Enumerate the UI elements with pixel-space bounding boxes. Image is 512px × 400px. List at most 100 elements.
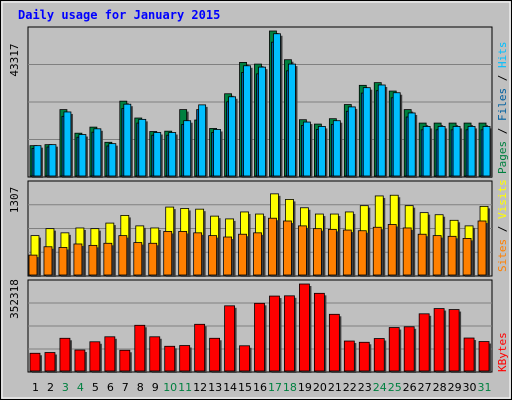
x-tick-label: 26: [403, 381, 417, 394]
x-tick-label: 16: [253, 381, 267, 394]
bar-sites: [238, 233, 247, 276]
bar-sites: [327, 228, 337, 276]
x-tick-label: 3: [62, 381, 69, 394]
bar-hits: [213, 129, 222, 177]
legend-visits: Visits: [496, 179, 509, 219]
bar-hits: [332, 120, 341, 177]
x-tick-label: 17: [268, 381, 282, 394]
bar-sites: [253, 232, 262, 276]
legend-sep-1: /: [496, 121, 509, 141]
bar-kbytes: [358, 341, 370, 372]
bar-hits: [33, 145, 42, 177]
bar-hits: [362, 87, 371, 177]
bar-hits: [228, 96, 236, 177]
x-tick-label: 12: [193, 381, 207, 394]
bar-kbytes: [433, 308, 445, 372]
bar-kbytes: [119, 349, 131, 372]
legend-sep-2: /: [496, 68, 509, 88]
bar-kbytes: [299, 283, 310, 372]
bar-hits: [288, 63, 296, 177]
legend-files: Files: [496, 88, 509, 121]
bar-sites: [103, 242, 113, 276]
bar-sites: [178, 231, 188, 276]
bar-hits: [392, 92, 401, 177]
bar-hits: [452, 126, 461, 177]
bar-kbytes: [59, 337, 71, 372]
bar-sites: [283, 220, 292, 276]
bar-hits: [317, 126, 326, 177]
bar-sites: [223, 236, 232, 276]
bar-hits: [258, 66, 266, 177]
bar-hits: [273, 33, 281, 177]
x-tick-label: 11: [178, 381, 192, 394]
bar-hits: [243, 65, 251, 177]
bar-kbytes: [164, 345, 176, 372]
hits-files-pages-panel: [27, 26, 493, 179]
x-tick-label: 14: [223, 381, 237, 394]
bar-sites: [312, 228, 322, 276]
x-axis-ticks: 1 2 3 4 5 6 7 8 9 10 11 12 13 14 15 16 17 18 19 20 21 22 23 24 2…: [32, 381, 492, 394]
x-tick-label: 7: [122, 381, 129, 394]
visits-sites-panel: [27, 180, 493, 277]
bar-kbytes: [478, 341, 490, 372]
bar-sites: [58, 247, 68, 276]
x-tick-label: 8: [137, 381, 144, 394]
x-tick-label: 20: [313, 381, 327, 394]
bar-sites: [148, 242, 158, 276]
bar-sites: [447, 235, 457, 276]
bar-hits: [467, 126, 476, 177]
legend-sep-3: /: [496, 219, 509, 239]
bar-kbytes: [388, 327, 400, 372]
bar-sites: [387, 224, 397, 276]
x-tick-label: 23: [358, 381, 372, 394]
bar-kbytes: [89, 341, 101, 372]
bar-kbytes: [328, 313, 340, 372]
x-tick-label: 31: [478, 381, 492, 394]
bar-kbytes: [254, 302, 265, 372]
x-tick-label: 19: [298, 381, 312, 394]
x-tick-label: 5: [92, 381, 99, 394]
y-max-label-kbytes: 352318: [8, 279, 21, 319]
legend-hits: Hits: [496, 42, 509, 69]
x-tick-label: 13: [208, 381, 222, 394]
bar-sites: [88, 244, 98, 276]
bar-kbytes: [209, 337, 221, 372]
legend-kbytes: KBytes: [496, 332, 509, 372]
bar-hits: [347, 106, 356, 177]
bar-sites: [432, 235, 442, 276]
bar-hits: [183, 120, 192, 177]
bar-kbytes: [239, 345, 250, 372]
bar-sites: [73, 243, 83, 276]
bar-sites: [28, 254, 38, 276]
kbytes-panel: [27, 279, 493, 373]
y-max-label-visits: 1307: [8, 187, 21, 214]
bar-hits: [93, 128, 102, 177]
legend-sites: Sites: [496, 239, 509, 272]
bar-kbytes: [403, 326, 415, 372]
legend-middle: Sites / Visits: [496, 179, 509, 272]
x-tick-label: 24: [373, 381, 387, 394]
bar-kbytes: [418, 313, 430, 372]
y-max-label-hits: 43317: [8, 43, 21, 76]
bar-hits: [123, 103, 132, 177]
bar-hits: [482, 126, 491, 177]
bar-hits: [108, 143, 117, 177]
x-tick-label: 25: [388, 381, 402, 394]
bar-hits: [407, 112, 416, 177]
chart-title: Daily usage for January 2015: [18, 8, 220, 22]
bar-hits: [153, 132, 162, 177]
bar-sites: [43, 246, 53, 276]
x-tick-label: 6: [107, 381, 114, 394]
bar-sites: [462, 238, 472, 276]
bar-sites: [268, 217, 277, 276]
bar-hits: [48, 144, 57, 177]
bar-kbytes: [149, 336, 161, 372]
bar-sites: [208, 235, 218, 276]
bar-hits: [198, 104, 207, 177]
x-tick-label: 18: [283, 381, 297, 394]
bar-sites: [402, 227, 412, 276]
bar-hits: [422, 126, 431, 177]
bar-kbytes: [104, 336, 116, 372]
x-tick-label: 27: [418, 381, 432, 394]
